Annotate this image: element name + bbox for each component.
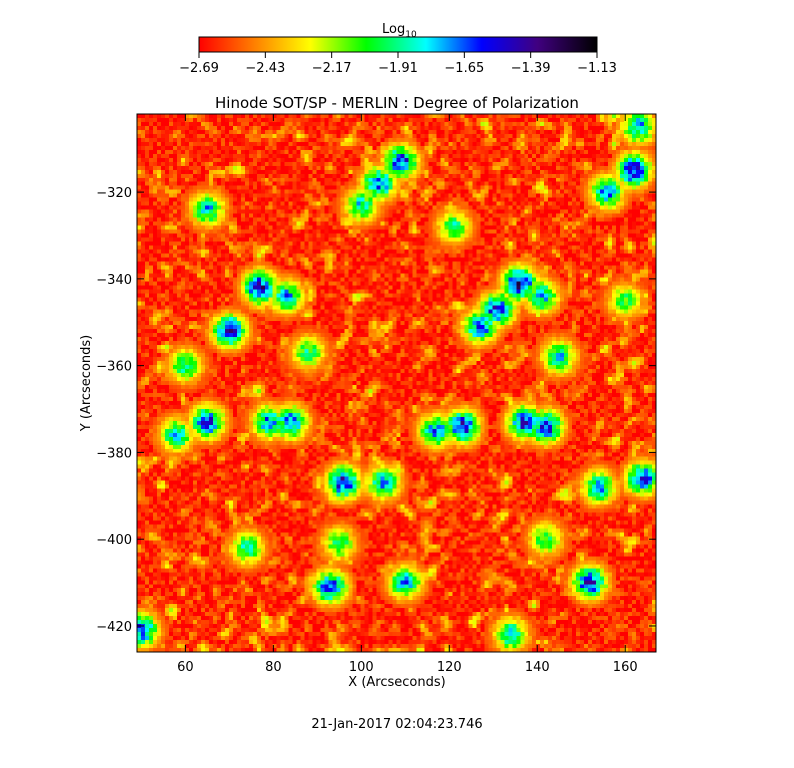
colorbar-tick-label: −1.39 [511,61,551,76]
x-tick-label: 160 [613,660,638,675]
x-tick-label: 100 [349,660,374,675]
timestamp: 21-Jan-2017 02:04:23.746 [311,717,482,732]
x-tick-label: 60 [177,660,194,675]
x-tick-label: 80 [265,660,282,675]
colorbar-tick-label: −2.43 [245,61,285,76]
colorbar: Log10 −2.69 −2.43 −2.17 −1.91 −1.65 −1.39 −1.1… [179,22,617,76]
y-tick-label: −420 [96,620,132,635]
colorbar-tick-label: −1.65 [444,61,484,76]
y-tick-label: −340 [96,273,132,288]
chart-title: Hinode SOT/SP - MERLIN : Degree of Polar… [215,94,579,112]
y-tick-label: −380 [96,446,132,461]
y-tick-label: −360 [96,360,132,375]
y-tick-label: −320 [96,186,132,201]
y-tick-label: −400 [96,533,132,548]
colorbar-tick-label: −2.69 [179,61,219,76]
colorbar-label: Log10 [382,22,417,40]
colorbar-gradient [198,36,598,53]
colorbar-tick-label: −2.17 [312,61,352,76]
y-axis-label: Y (Arcseconds) [79,335,94,432]
x-axis-label: X (Arcseconds) [348,675,445,690]
colorbar-tick-label: −1.13 [577,61,617,76]
colorbar-tick-label: −1.91 [378,61,418,76]
axis-ticks: 60 80 100 120 140 160 −320 −340 −360 −380 −400 −420 [96,114,656,675]
colorbar-ticks: −2.69 −2.43 −2.17 −1.91 −1.65 −1.39 −1.13 [179,52,617,76]
polarization-heatmap [137,114,656,652]
x-tick-label: 120 [437,660,462,675]
plot-frame [136,113,657,653]
x-tick-label: 140 [525,660,550,675]
